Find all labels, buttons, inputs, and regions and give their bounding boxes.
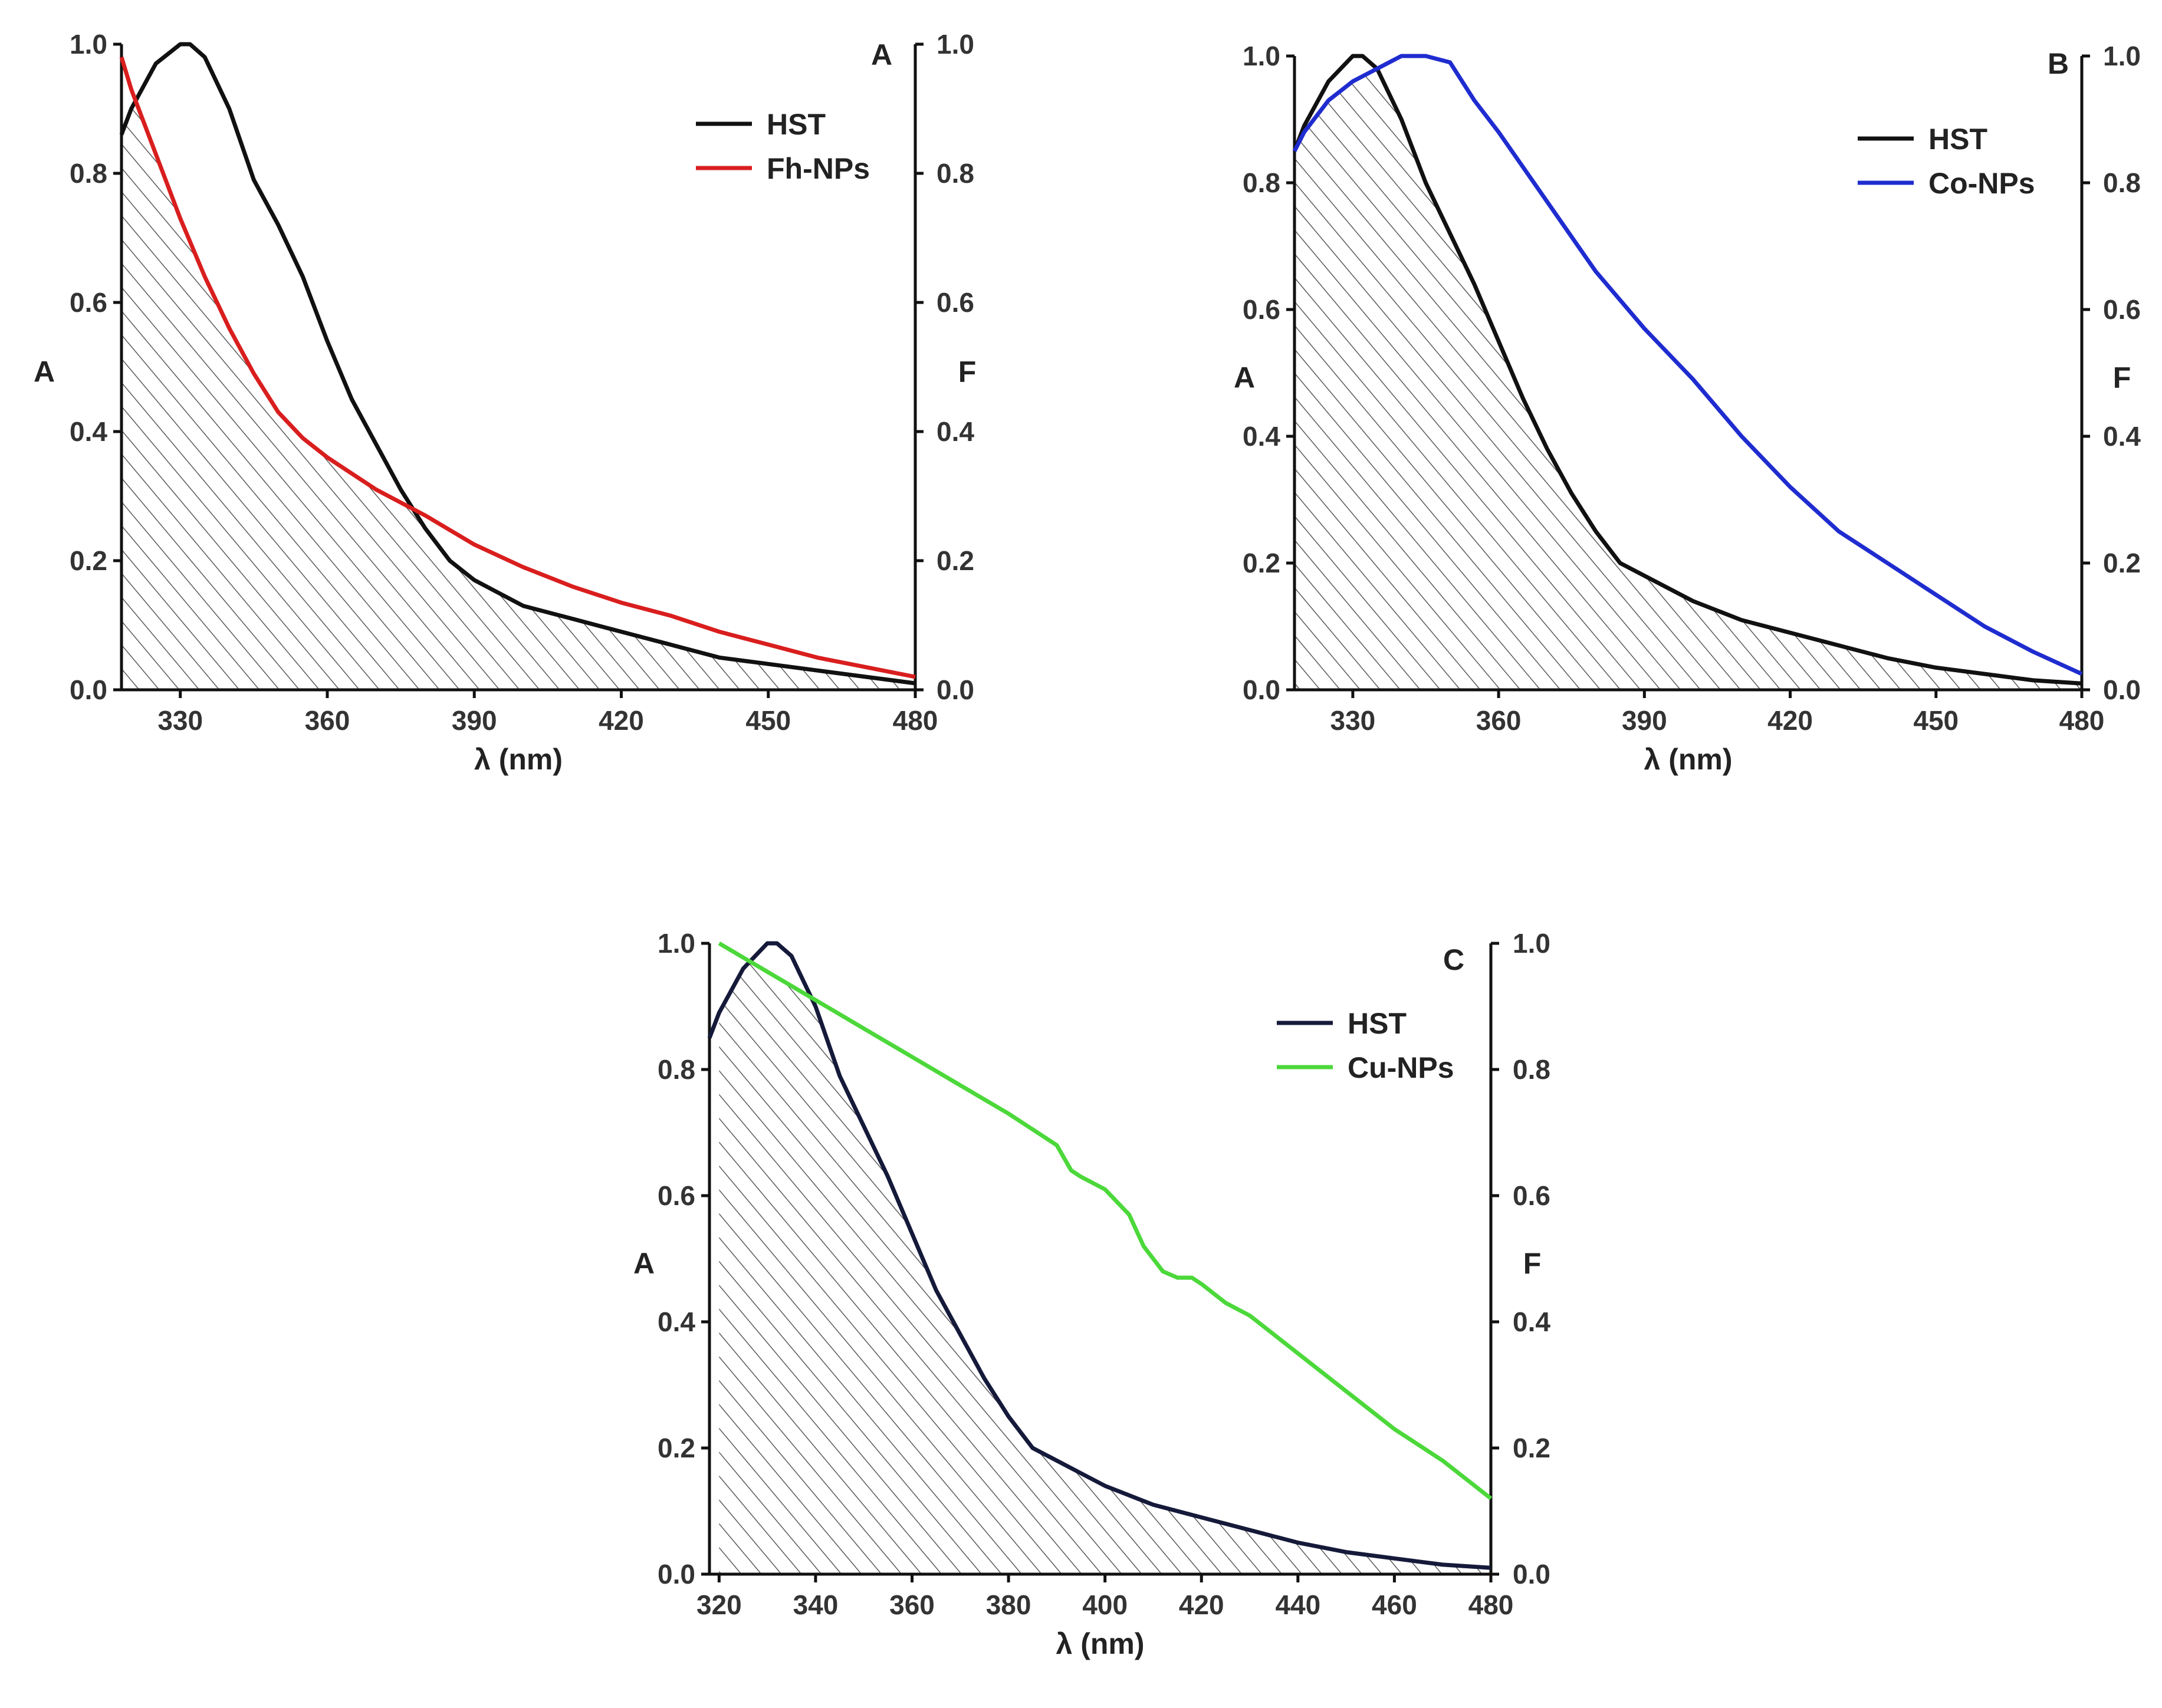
x-tick-label: 330 bbox=[1330, 705, 1376, 736]
x-tick-label: 480 bbox=[2059, 705, 2105, 736]
y-tick-label-left: 0.0 bbox=[1243, 674, 1280, 705]
x-tick-label: 460 bbox=[1372, 1589, 1417, 1620]
series-line-co-nps bbox=[1292, 54, 2083, 676]
x-tick-label: 360 bbox=[889, 1589, 935, 1620]
x-tick-label: 390 bbox=[452, 705, 497, 736]
panel-letter: A bbox=[871, 38, 892, 71]
y-tick-label-right: 0.4 bbox=[2103, 421, 2141, 452]
y-tick-label-right: 0.4 bbox=[1513, 1306, 1550, 1337]
legend-label: HST bbox=[1348, 1007, 1407, 1040]
legend-label: Cu-NPs bbox=[1348, 1051, 1454, 1084]
y-tick-label-left: 1.0 bbox=[1243, 41, 1280, 71]
overlap-hatch-area bbox=[121, 102, 915, 690]
y-axis-title-left: A bbox=[633, 1247, 655, 1280]
y-tick-label-right: 1.0 bbox=[2103, 41, 2141, 71]
x-axis-title: λ (nm) bbox=[1056, 1627, 1145, 1660]
y-tick-label-left: 1.0 bbox=[658, 928, 695, 959]
x-tick-label: 340 bbox=[793, 1589, 839, 1620]
overlap-hatch-area bbox=[1294, 68, 2082, 690]
overlap-hatch-area bbox=[719, 963, 1491, 1574]
y-tick-label-left: 1.0 bbox=[70, 29, 107, 60]
y-tick-label-right: 0.0 bbox=[937, 674, 974, 705]
x-tick-label: 360 bbox=[305, 705, 350, 736]
chart-panel-c: 0.0 0.0 0.2 0.2 0.4 0.4 0.6 0.6 0.8 0.8 1.0 1.0 320 3… bbox=[633, 928, 1550, 1660]
y-tick-label-right: 0.4 bbox=[937, 416, 974, 447]
y-tick-label-left: 0.6 bbox=[1243, 294, 1280, 325]
y-tick-label-right: 0.2 bbox=[2103, 548, 2141, 578]
panel-letter: B bbox=[2048, 47, 2069, 80]
chart-panel-a: 0.0 0.0 0.2 0.2 0.4 0.4 0.6 0.6 0.8 0.8 1.0 1.0 330 3… bbox=[34, 29, 976, 776]
chart-panel-b: 0.0 0.0 0.2 0.2 0.4 0.4 0.6 0.6 0.8 0.8 1.0 1.0 330 3… bbox=[1234, 41, 2141, 776]
y-tick-label-left: 0.2 bbox=[658, 1433, 695, 1463]
y-tick-label-left: 0.4 bbox=[1243, 421, 1280, 452]
y-tick-label-right: 1.0 bbox=[1513, 928, 1550, 959]
legend-label: HST bbox=[767, 108, 826, 141]
y-tick-label-left: 0.8 bbox=[658, 1054, 695, 1085]
y-tick-label-right: 0.8 bbox=[937, 158, 974, 189]
y-tick-label-left: 0.6 bbox=[658, 1180, 695, 1211]
series-line-hst bbox=[1292, 54, 2082, 686]
series-line-hst bbox=[707, 941, 1491, 1570]
x-tick-label: 450 bbox=[745, 705, 791, 736]
y-tick-label-right: 1.0 bbox=[937, 29, 974, 60]
x-tick-label: 450 bbox=[1913, 705, 1959, 736]
x-axis-title: λ (nm) bbox=[1644, 743, 1733, 776]
x-tick-label: 480 bbox=[893, 705, 938, 736]
legend-label: Fh-NPs bbox=[767, 152, 870, 185]
y-axis-title-right: F bbox=[958, 356, 977, 389]
x-tick-label: 360 bbox=[1476, 705, 1522, 736]
x-tick-label: 330 bbox=[157, 705, 203, 736]
y-tick-label-right: 0.6 bbox=[2103, 294, 2141, 325]
y-tick-label-left: 0.8 bbox=[70, 158, 107, 189]
y-axis-title-right: F bbox=[1523, 1247, 1542, 1280]
x-tick-label: 400 bbox=[1082, 1589, 1128, 1620]
y-tick-label-left: 0.2 bbox=[70, 545, 107, 576]
y-tick-label-right: 0.2 bbox=[937, 545, 974, 576]
y-tick-label-left: 0.2 bbox=[1243, 548, 1280, 578]
panel-letter: C bbox=[1443, 943, 1464, 976]
series-line-cu-nps bbox=[718, 941, 1493, 1500]
y-tick-label-right: 0.8 bbox=[2103, 167, 2141, 198]
y-tick-label-left: 0.6 bbox=[70, 287, 107, 318]
x-tick-label: 420 bbox=[1767, 705, 1813, 736]
x-tick-label: 390 bbox=[1622, 705, 1667, 736]
x-tick-label: 440 bbox=[1275, 1589, 1320, 1620]
y-tick-label-right: 0.8 bbox=[1513, 1054, 1550, 1085]
y-tick-label-right: 0.0 bbox=[1513, 1559, 1550, 1589]
y-tick-label-left: 0.8 bbox=[1243, 167, 1280, 198]
legend-label: Co-NPs bbox=[1928, 167, 2035, 200]
y-tick-label-right: 0.0 bbox=[2103, 674, 2141, 705]
x-tick-label: 480 bbox=[1468, 1589, 1514, 1620]
y-tick-label-left: 0.0 bbox=[70, 674, 107, 705]
y-axis-title-right: F bbox=[2113, 361, 2131, 394]
y-tick-label-right: 0.6 bbox=[937, 287, 974, 318]
x-tick-label: 420 bbox=[599, 705, 644, 736]
y-tick-label-right: 0.2 bbox=[1513, 1433, 1550, 1463]
y-axis-title-left: A bbox=[34, 356, 55, 389]
y-axis-title-left: A bbox=[1234, 361, 1255, 394]
x-tick-label: 320 bbox=[696, 1589, 742, 1620]
x-axis-title: λ (nm) bbox=[474, 743, 563, 776]
series-line-fh-nps bbox=[119, 56, 916, 679]
legend-label: HST bbox=[1928, 123, 1987, 156]
y-tick-label-left: 0.4 bbox=[70, 416, 107, 447]
x-tick-label: 420 bbox=[1179, 1589, 1224, 1620]
x-tick-label: 380 bbox=[986, 1589, 1031, 1620]
y-tick-label-left: 0.4 bbox=[658, 1306, 695, 1337]
y-tick-label-left: 0.0 bbox=[658, 1559, 695, 1589]
y-tick-label-right: 0.6 bbox=[1513, 1180, 1550, 1211]
